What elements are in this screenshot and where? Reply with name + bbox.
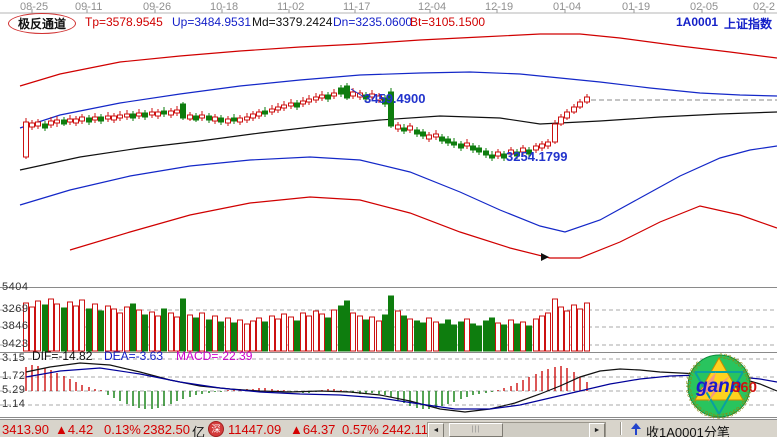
- symbol-code: 1A0001: [676, 15, 719, 29]
- date-label: 02-05: [690, 1, 719, 13]
- sh-index-amount: 2382.50: [143, 422, 190, 437]
- channel-line-bt: [69, 196, 777, 259]
- scrollbar-thumb[interactable]: |||: [449, 423, 503, 437]
- date-label: 09-11: [75, 1, 103, 13]
- channel-param-dn: Dn=3235.0600: [333, 15, 413, 29]
- logo-triangle-down: [693, 371, 745, 417]
- macd-axis-label: 1.72: [2, 370, 26, 382]
- channel-line-md: [19, 111, 777, 171]
- date-label: 08-25: [20, 1, 49, 13]
- date-label: 01-04: [553, 1, 582, 13]
- sz-index-amount: 2442.11: [382, 422, 429, 437]
- channel-param-md: Md=3379.2424: [252, 15, 333, 29]
- current-view-label: 收1A0001分笔: [646, 425, 730, 437]
- scrollbar-track[interactable]: |||: [444, 423, 589, 437]
- sh-index-pct: 0.13%: [104, 422, 141, 437]
- channel-line-up: [19, 71, 777, 129]
- macd-axis-label: 3.15: [2, 352, 26, 364]
- date-label: 09-26: [143, 1, 172, 13]
- macd-value-label: MACD=-22.39: [176, 349, 253, 363]
- dif-value-label: DIF=-14.82: [32, 349, 93, 363]
- logo-text-360: 360: [732, 379, 757, 396]
- symbol-name: 上证指数: [724, 17, 773, 31]
- date-label: 11-17: [343, 1, 371, 13]
- volume-axis-label: 3269: [2, 303, 29, 315]
- dea-value-label: DEA=-3.63: [104, 349, 164, 363]
- macd-axis-label: 1.14: [2, 398, 26, 410]
- scroll-left-button[interactable]: ◄: [428, 423, 444, 437]
- sh-index-price: 3413.90: [2, 422, 49, 437]
- sz-index-pct: 0.57%: [342, 422, 379, 437]
- gann360-logo: gann 360 1234567890123456789012345678901…: [686, 353, 757, 419]
- shenzhen-market-icon: 深: [208, 421, 224, 437]
- sz-index-change: ▲64.37: [290, 422, 336, 437]
- volume-axis-label: 9423: [2, 338, 29, 350]
- statusbar-divider: [620, 422, 621, 435]
- sz-index-price: 11447.09: [228, 422, 282, 437]
- volume-axis-label: 5404: [2, 281, 29, 293]
- macd-axis-label: 5.29: [2, 384, 26, 396]
- date-label: 10-18: [210, 1, 239, 13]
- date-label: 02-2: [753, 1, 776, 13]
- date-label: 01-19: [622, 1, 651, 13]
- scroll-right-button[interactable]: ►: [589, 423, 605, 437]
- date-label: 12-19: [485, 1, 514, 13]
- sh-index-change: ▲4.42: [55, 422, 94, 437]
- signal-icon: [631, 423, 641, 435]
- channel-param-up: Up=3484.9531: [172, 15, 252, 29]
- date-label: 12-04: [418, 1, 447, 13]
- logo-arrow: [696, 372, 730, 402]
- channel-param-tp: Tp=3578.9545: [85, 15, 163, 29]
- channel-param-bt: Bt=3105.1500: [410, 15, 486, 29]
- channel-line-tp: [19, 33, 777, 87]
- dea-line: [25, 367, 777, 410]
- status-bar: 3413.90 ▲4.42 0.13% 2382.50 亿 深 11447.09…: [0, 419, 777, 437]
- channel-indicator-badge: 极反通道: [8, 13, 77, 34]
- horizontal-scrollbar[interactable]: ◄ ||| ►: [427, 422, 606, 437]
- volume-axis-label: 3846: [2, 320, 29, 332]
- channel-line-dn: [19, 145, 777, 233]
- date-label: 11-02: [277, 1, 305, 13]
- sh-amount-unit: 亿: [192, 425, 206, 437]
- logo-text-gann: gann: [695, 376, 741, 397]
